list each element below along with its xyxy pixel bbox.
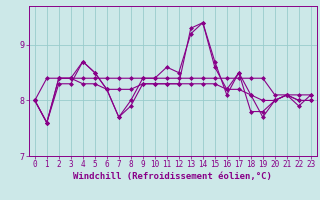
X-axis label: Windchill (Refroidissement éolien,°C): Windchill (Refroidissement éolien,°C): [73, 172, 272, 181]
